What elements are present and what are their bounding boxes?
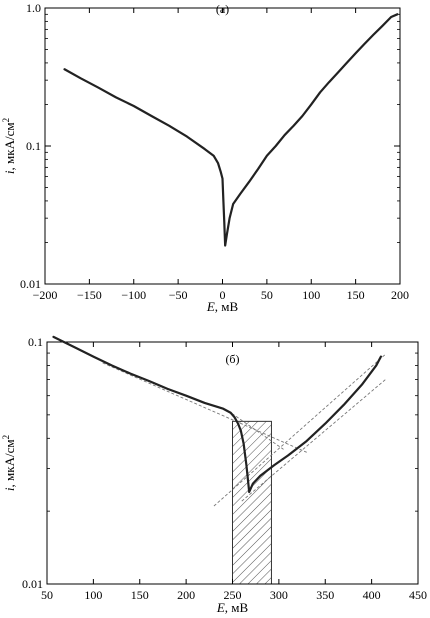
x-tick-label: −100 [121, 288, 146, 302]
y-axis-label: i, мкА/см2 [1, 118, 17, 174]
tangent-line [213, 353, 386, 507]
x-tick-label: 250 [224, 588, 242, 602]
hatched-region [232, 420, 272, 585]
x-axis-unit: , мВ [215, 299, 239, 314]
y-tick-label: 1.0 [26, 1, 41, 15]
tangent-line [102, 362, 307, 453]
x-axis-label: E, мВ [216, 600, 249, 615]
x-axis-variable: E [216, 600, 225, 615]
panel-label: (б) [225, 352, 239, 366]
tangent-line [227, 410, 284, 450]
x-axis-label: E, мВ [206, 299, 239, 314]
tangent-line [241, 379, 386, 502]
x-tick-label: 50 [41, 588, 53, 602]
y-axis-unit: , мкА/см [2, 122, 17, 170]
y-tick-label: 0.1 [26, 139, 41, 153]
data-line [52, 335, 382, 494]
y-axis-superscript: 2 [1, 118, 11, 123]
x-tick-label: 0 [220, 288, 226, 302]
x-axis-unit: , мВ [225, 600, 249, 615]
x-tick-label: 100 [302, 288, 320, 302]
y-axis-unit: , мкА/см [2, 439, 17, 487]
y-axis-variable: i [2, 170, 17, 174]
x-tick-label: 200 [177, 588, 195, 602]
x-tick-label: 150 [131, 588, 149, 602]
x-tick-label: 300 [270, 588, 288, 602]
y-tick-label: 0.01 [20, 277, 41, 291]
x-tick-label: −150 [77, 288, 102, 302]
panel-a: −200 −150 −100 −50 0 50 100 150 200 0.01 0.1 1.0 (а)… [1, 1, 409, 314]
x-tick-label: −50 [169, 288, 188, 302]
x-axis-variable: E [206, 299, 215, 314]
x-tick-label: 350 [316, 588, 334, 602]
x-tick-label: 450 [409, 588, 427, 602]
x-tick-label: 400 [363, 588, 381, 602]
x-tick-label: 100 [84, 588, 102, 602]
y-axis-superscript: 2 [1, 435, 11, 440]
x-tick-label: 150 [347, 288, 365, 302]
plot-frame [44, 7, 401, 285]
x-tick-label: 200 [391, 288, 409, 302]
x-tick-label: 50 [261, 288, 273, 302]
y-tick-label: 0.01 [22, 577, 43, 591]
data-line [63, 13, 399, 247]
y-axis-label: i, мкА/см2 [1, 435, 17, 491]
y-tick-label: 0.1 [28, 335, 43, 349]
panel-label: (а) [216, 2, 229, 16]
y-axis-variable: i [2, 487, 17, 491]
x-tick-label: −200 [33, 288, 58, 302]
